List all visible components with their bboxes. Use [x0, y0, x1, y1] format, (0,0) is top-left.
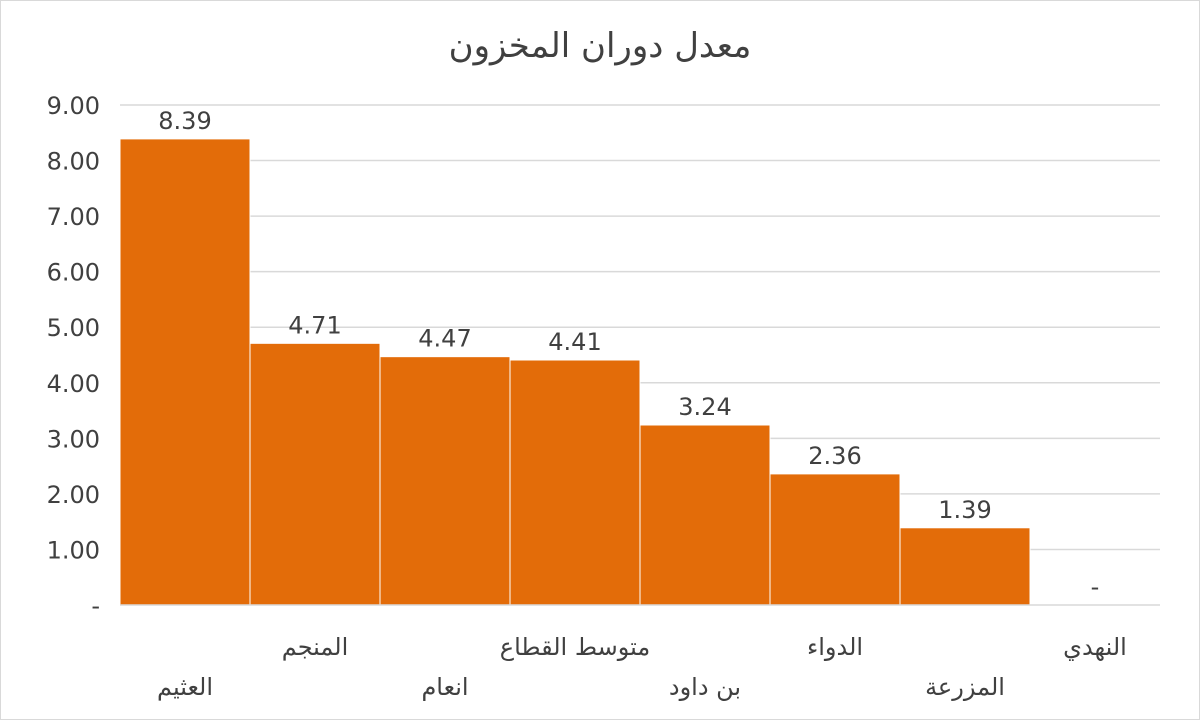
- bar: [509, 359, 641, 606]
- y-tick-label: 2.00: [47, 481, 100, 509]
- x-axis-category-labels: العثيم المنجم انعام متوسط القطاع بن داود الدو…: [157, 633, 1127, 701]
- data-label: 4.41: [548, 328, 601, 356]
- y-tick-label: 3.00: [47, 425, 100, 453]
- data-label: 8.39: [158, 107, 211, 135]
- data-label: 2.36: [808, 442, 861, 470]
- x-category-label: المزرعة: [925, 673, 1005, 701]
- y-tick-label: 9.00: [47, 92, 100, 120]
- y-tick-label: 4.00: [47, 370, 100, 398]
- y-tick-label: 1.00: [47, 536, 100, 564]
- data-label: 4.71: [288, 311, 341, 339]
- x-category-label: متوسط القطاع: [500, 633, 650, 661]
- y-tick-label: -: [91, 592, 100, 620]
- data-label: 3.24: [678, 393, 731, 421]
- bars: [119, 138, 1031, 606]
- bar: [899, 527, 1031, 606]
- y-tick-label: 6.00: [47, 259, 100, 287]
- chart-title: معدل دوران المخزون: [449, 26, 752, 66]
- x-category-label: بن داود: [669, 673, 741, 701]
- bar: [379, 356, 511, 606]
- data-labels: 8.39 4.71 4.47 4.41 3.24 2.36 1.39 -: [158, 107, 1099, 601]
- x-category-label: المنجم: [282, 633, 349, 661]
- data-label: -: [1091, 573, 1100, 601]
- y-tick-label: 7.00: [47, 203, 100, 231]
- bar: [249, 342, 381, 606]
- x-category-label: العثيم: [157, 673, 213, 701]
- bar: [119, 138, 251, 606]
- x-category-label: النهدي: [1063, 633, 1127, 661]
- data-label: 4.47: [418, 325, 471, 353]
- x-category-label: انعام: [421, 673, 468, 701]
- bar: [639, 424, 771, 606]
- y-axis-tick-labels: - 1.00 2.00 3.00 4.00 5.00 6.00 7.00 8.00 9.00: [47, 92, 100, 620]
- x-category-label: الدواء: [807, 633, 863, 661]
- y-tick-label: 8.00: [47, 148, 100, 176]
- y-tick-label: 5.00: [47, 314, 100, 342]
- bar: [769, 473, 901, 606]
- data-label: 1.39: [938, 496, 991, 524]
